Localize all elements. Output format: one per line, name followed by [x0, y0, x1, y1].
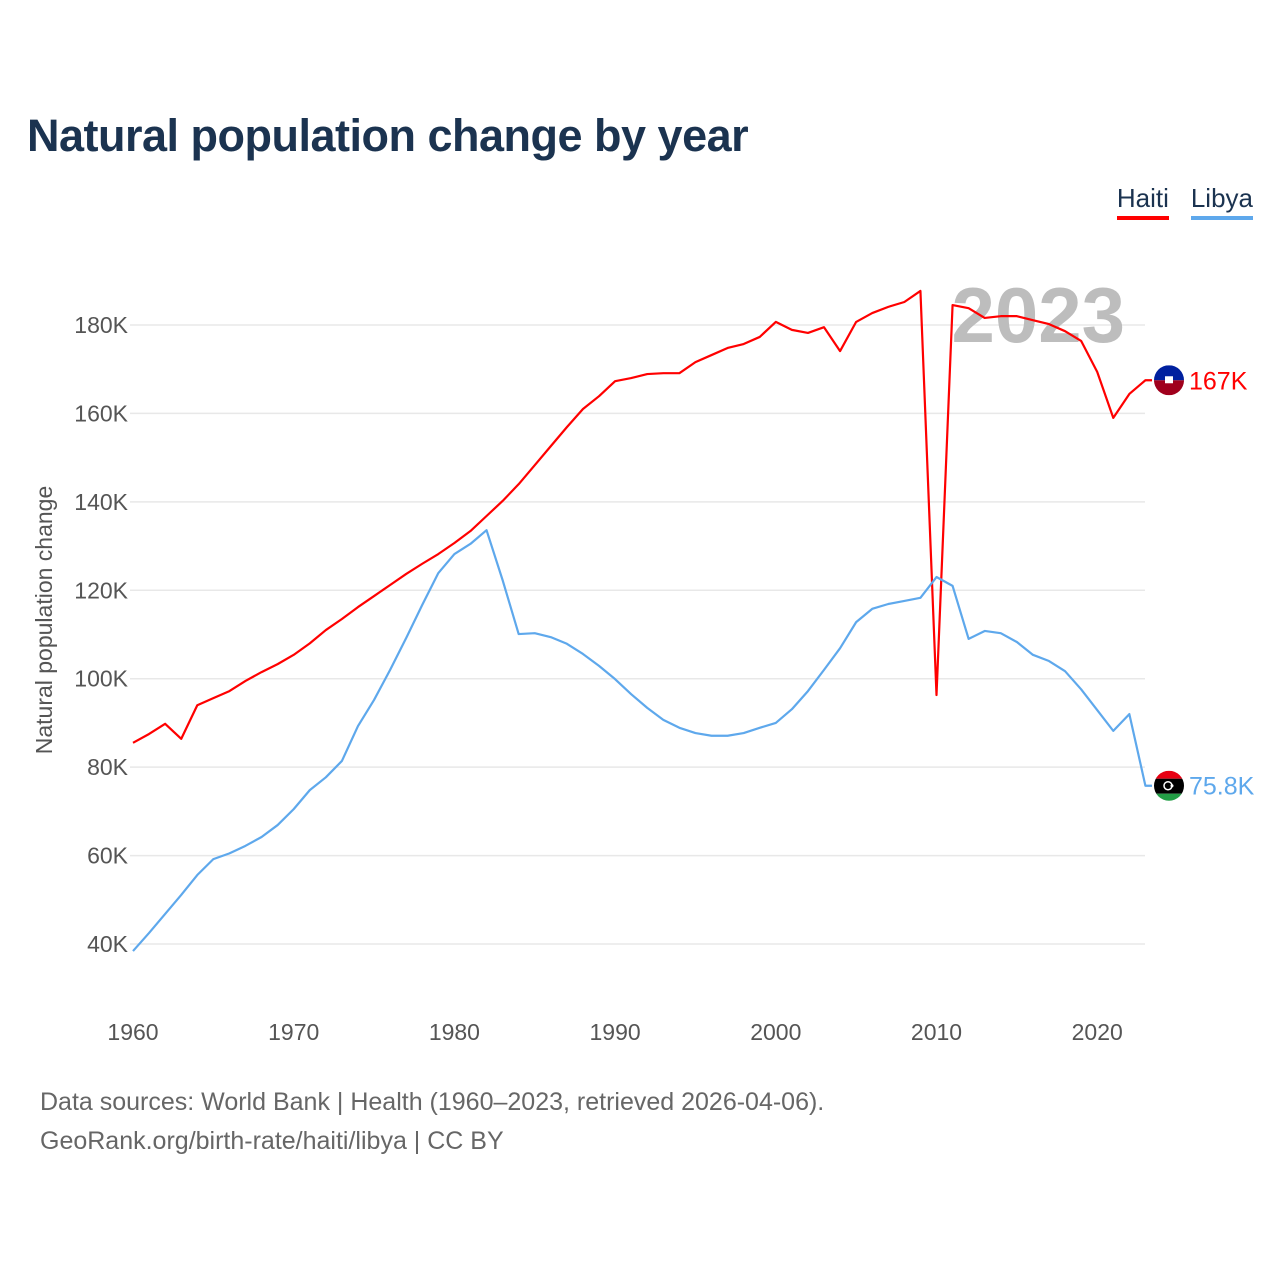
series-line-libya: [132, 529, 1152, 952]
y-axis-label: Natural population change: [31, 486, 57, 755]
x-tick-label: 2010: [911, 1019, 962, 1045]
libya-flag-icon: [1154, 770, 1184, 801]
y-tick-label: 120K: [74, 577, 128, 603]
x-tick-label: 1990: [590, 1019, 641, 1045]
y-tick-label: 180K: [74, 312, 128, 338]
y-tick-label: 140K: [74, 489, 128, 515]
y-tick-label: 160K: [74, 400, 128, 426]
x-tick-label: 2020: [1072, 1019, 1123, 1045]
x-tick-label: 2000: [750, 1019, 801, 1045]
end-label-haiti: 167K: [1189, 367, 1248, 395]
x-tick-label: 1960: [107, 1019, 158, 1045]
legend-libya[interactable]: Libya: [1190, 183, 1253, 220]
x-tick-label: 1970: [268, 1019, 319, 1045]
legend-haiti[interactable]: Haiti: [1116, 183, 1169, 220]
footer-credit[interactable]: GeoRank.org/birth-rate/haiti/libya | CC …: [40, 1127, 504, 1155]
legend: Haiti Libya: [1116, 183, 1253, 220]
year-watermark: 2023: [951, 271, 1125, 359]
haiti-flag-icon: [1154, 365, 1184, 396]
series-line-haiti: [132, 289, 1152, 744]
footer-sources: Data sources: World Bank | Health (1960–…: [40, 1088, 825, 1116]
y-tick-label: 40K: [87, 931, 129, 957]
x-tick-label: 1980: [429, 1019, 480, 1045]
y-tick-label: 100K: [74, 666, 128, 692]
end-label-libya: 75.8K: [1189, 773, 1255, 801]
y-tick-label: 60K: [87, 843, 129, 869]
chart-title: Natural population change by year: [27, 110, 749, 161]
y-tick-label: 80K: [87, 754, 129, 780]
